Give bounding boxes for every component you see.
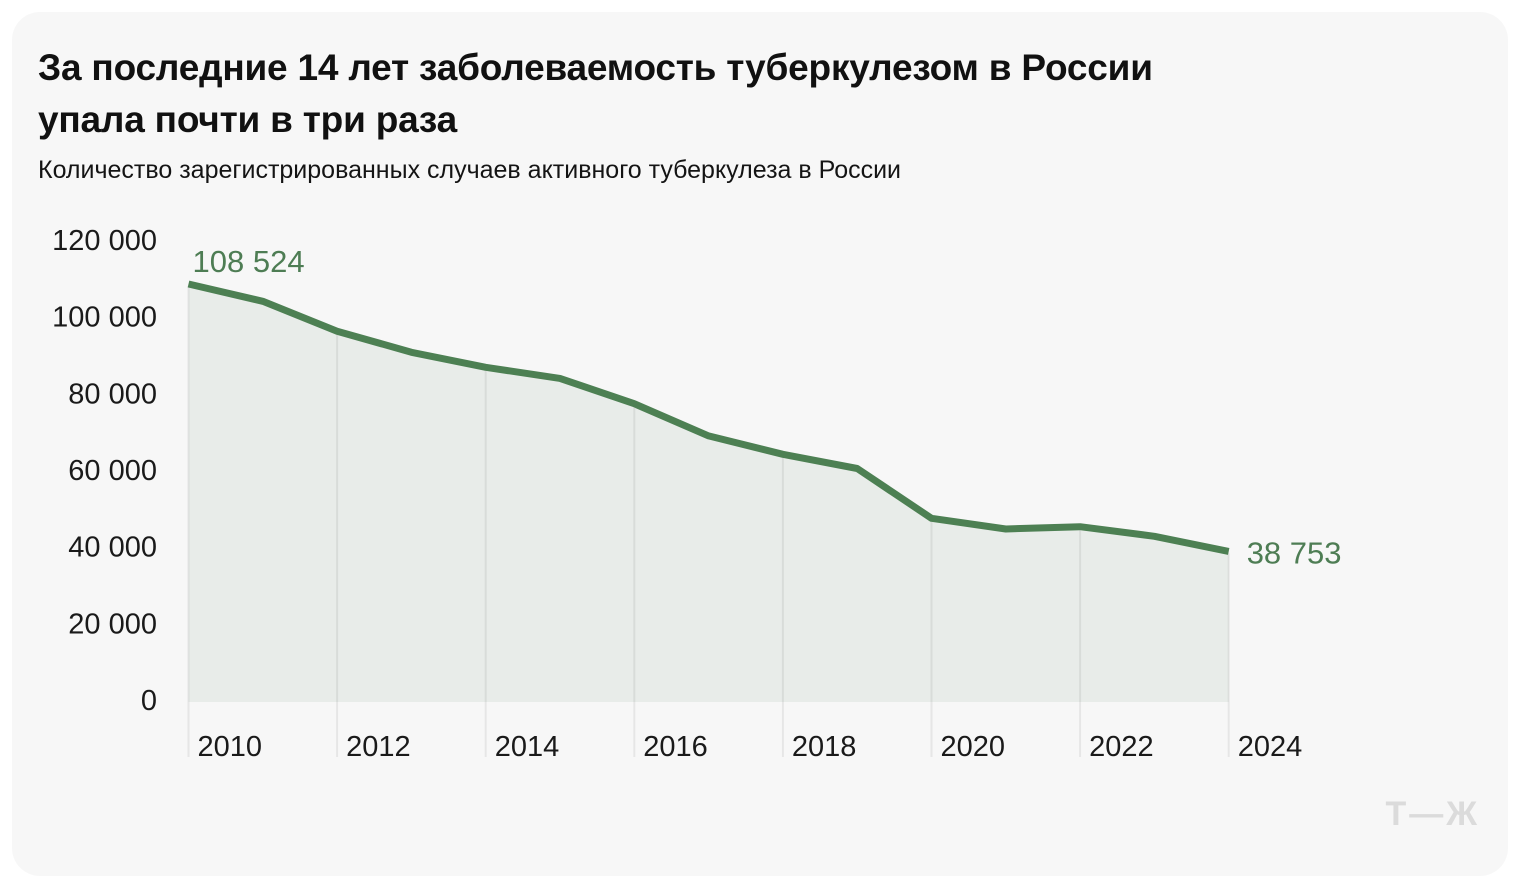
x-tick-label: 2016 <box>643 731 708 763</box>
x-tick-label: 2018 <box>792 731 857 763</box>
title-line-1: За последние 14 лет заболеваемость тубер… <box>38 47 1153 88</box>
y-tick-label: 0 <box>141 685 157 717</box>
y-tick-label: 120 000 <box>52 225 157 257</box>
data-label: 108 524 <box>193 244 305 279</box>
chart-subtitle: Количество зарегистрированных случаев ак… <box>38 156 902 184</box>
x-tick-label: 2012 <box>346 731 411 763</box>
y-tick-label: 20 000 <box>68 608 157 640</box>
area-fill <box>188 284 1229 702</box>
data-label: 38 753 <box>1247 535 1342 570</box>
trend-line <box>187 280 1230 555</box>
x-tick-label: 2024 <box>1238 731 1303 763</box>
y-tick-label: 80 000 <box>68 378 157 410</box>
x-tick-label: 2014 <box>495 731 560 763</box>
y-tick-label: 100 000 <box>52 302 157 334</box>
x-tick-label: 2022 <box>1089 731 1154 763</box>
x-tick-label: 2020 <box>941 731 1006 763</box>
y-tick-label: 60 000 <box>68 455 157 487</box>
y-tick-label: 40 000 <box>68 532 157 564</box>
page-title: За последние 14 лет заболеваемость тубер… <box>38 42 1368 146</box>
x-tick-label: 2010 <box>198 731 263 763</box>
tj-logo: Т—Ж <box>1385 795 1480 833</box>
chart-card: За последние 14 лет заболеваемость тубер… <box>12 12 1508 876</box>
title-line-2: упала почти в три раза <box>38 99 458 140</box>
